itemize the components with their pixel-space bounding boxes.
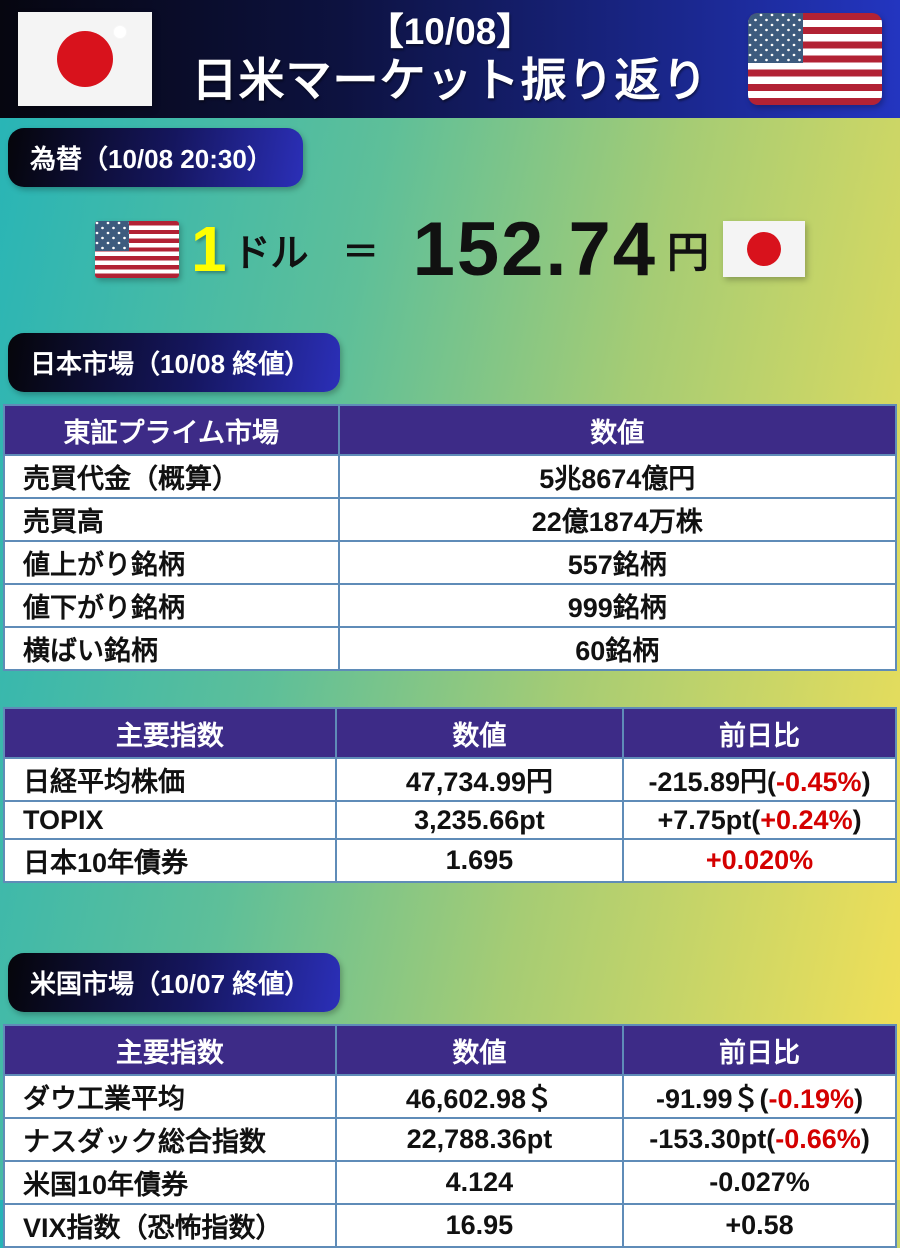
change-prefix: -215.89円( xyxy=(648,767,777,797)
fx-unit-from: ドル xyxy=(232,232,309,275)
japan-flag-sun xyxy=(57,31,113,87)
row-label: VIX指数（恐怖指数） xyxy=(3,1203,337,1248)
table-row: 値上がり銘柄 557銘柄 xyxy=(3,540,897,585)
row-change: +0.58 xyxy=(622,1203,897,1248)
japan-flag-icon xyxy=(723,221,806,277)
change-suffix: ) xyxy=(854,1084,864,1114)
row-value: 46,602.98＄ xyxy=(334,1074,625,1119)
change-suffix: ) xyxy=(860,1124,870,1154)
row-value: 557銘柄 xyxy=(337,540,897,585)
row-value: 999銘柄 xyxy=(337,583,897,628)
us-flag-canton xyxy=(94,220,130,252)
japan-flag-sun xyxy=(747,232,782,266)
fx-rate-value: 152.74 xyxy=(412,206,658,292)
row-change: +7.75pt(+0.24%) xyxy=(622,800,897,840)
table-row: 日本10年債券 1.695 +0.020% xyxy=(3,838,897,883)
fx-equals-sign: ＝ xyxy=(342,231,379,272)
row-value: 16.95 xyxy=(334,1203,625,1248)
row-change: -153.30pt(-0.66%) xyxy=(622,1117,897,1162)
fx-section-label: 為替（10/08 20:30） xyxy=(8,128,303,187)
japan-market-label: 日本市場（10/08 終値） xyxy=(8,333,341,392)
change-percent: -0.66% xyxy=(775,1124,861,1154)
col-header-index: 主要指数 xyxy=(3,707,337,759)
table-header-row: 東証プライム市場 数値 xyxy=(3,404,897,456)
row-value: 60銘柄 xyxy=(337,626,897,671)
row-label: 日本10年債券 xyxy=(3,838,337,883)
table-row: ナスダック総合指数 22,788.36pt -153.30pt(-0.66%) xyxy=(3,1117,897,1162)
row-value: 22億1874万株 xyxy=(337,497,897,542)
us-index-table: 主要指数 数値 前日比 ダウ工業平均 46,602.98＄ -91.99＄(-0… xyxy=(3,1024,897,1248)
row-change: -215.89円(-0.45%) xyxy=(622,757,897,802)
table-row: 日経平均株価 47,734.99円 -215.89円(-0.45%) xyxy=(3,757,897,802)
table-row: 横ばい銘柄 60銘柄 xyxy=(3,626,897,671)
table-row: 売買代金（概算） 5兆8674億円 xyxy=(3,454,897,499)
us-flag-canton xyxy=(748,13,803,63)
flag-glint-dot xyxy=(114,26,126,38)
table-header-row: 主要指数 数値 前日比 xyxy=(3,1024,897,1076)
us-market-label: 米国市場（10/07 終値） xyxy=(8,953,341,1012)
japan-index-table: 主要指数 数値 前日比 日経平均株価 47,734.99円 -215.89円(-… xyxy=(3,707,897,883)
japan-flag-icon xyxy=(18,12,152,106)
row-value: 47,734.99円 xyxy=(334,757,625,802)
change-percent: +0.020% xyxy=(705,845,814,875)
col-header-market: 東証プライム市場 xyxy=(3,404,340,456)
row-label: TOPIX xyxy=(3,800,337,840)
row-change: -91.99＄(-0.19%) xyxy=(622,1074,897,1119)
us-flag-icon xyxy=(94,220,179,278)
change-prefix: +0.58 xyxy=(725,1210,794,1240)
fx-section: 為替（10/08 20:30） 1 ドル ＝ 152.74 円 xyxy=(0,118,900,295)
title-date: 【10/08】 xyxy=(366,11,534,53)
row-label: 日経平均株価 xyxy=(3,757,337,802)
col-header-value: 数値 xyxy=(337,404,897,456)
row-change: +0.020% xyxy=(622,838,897,883)
fx-rate-row: 1 ドル ＝ 152.74 円 xyxy=(0,203,900,295)
row-value: 3,235.66pt xyxy=(334,800,625,840)
row-label: 値上がり銘柄 xyxy=(3,540,340,585)
change-prefix: -91.99＄( xyxy=(655,1084,769,1114)
change-percent: +0.24% xyxy=(760,804,853,835)
row-label: 売買代金（概算） xyxy=(3,454,340,499)
change-suffix: ) xyxy=(852,804,862,835)
table-row: 値下がり銘柄 999銘柄 xyxy=(3,583,897,628)
change-percent: -0.45% xyxy=(776,767,862,797)
fx-unit-to: 円 xyxy=(667,228,710,276)
row-value: 22,788.36pt xyxy=(334,1117,625,1162)
row-value: 4.124 xyxy=(334,1160,625,1205)
row-label: 売買高 xyxy=(3,497,340,542)
fx-amount: 1 xyxy=(190,213,227,285)
change-prefix: +7.75pt( xyxy=(657,804,761,835)
change-suffix: ) xyxy=(861,767,871,797)
change-percent: -0.19% xyxy=(768,1084,855,1114)
us-flag-icon xyxy=(748,13,882,105)
col-header-index: 主要指数 xyxy=(3,1024,337,1076)
row-change: -0.027% xyxy=(622,1160,897,1205)
row-value: 1.695 xyxy=(334,838,625,883)
table-row: ダウ工業平均 46,602.98＄ -91.99＄(-0.19%) xyxy=(3,1074,897,1119)
title-text: 日米マーケット振り返り xyxy=(191,53,709,106)
table-row: TOPIX 3,235.66pt +7.75pt(+0.24%) xyxy=(3,800,897,840)
row-label: ナスダック総合指数 xyxy=(3,1117,337,1162)
col-header-change: 前日比 xyxy=(622,1024,897,1076)
col-header-value: 数値 xyxy=(334,707,625,759)
japan-market-section: 日本市場（10/08 終値） 東証プライム市場 数値 売買代金（概算） 5兆86… xyxy=(0,295,900,883)
table-row: 売買高 22億1874万株 xyxy=(3,497,897,542)
row-label: 横ばい銘柄 xyxy=(3,626,340,671)
table-row: 米国10年債券 4.124 -0.027% xyxy=(3,1160,897,1205)
change-prefix: -0.027% xyxy=(709,1167,810,1197)
page-title: 【10/08】 日米マーケット振り返り xyxy=(152,11,748,106)
row-label: ダウ工業平均 xyxy=(3,1074,337,1119)
row-label: 米国10年債券 xyxy=(3,1160,337,1205)
header-bar: 【10/08】 日米マーケット振り返り xyxy=(0,0,900,118)
us-market-section: 米国市場（10/07 終値） 主要指数 数値 前日比 ダウ工業平均 46,602… xyxy=(0,883,900,1248)
col-header-value: 数値 xyxy=(334,1024,625,1076)
col-header-change: 前日比 xyxy=(622,707,897,759)
table-header-row: 主要指数 数値 前日比 xyxy=(3,707,897,759)
table-row: VIX指数（恐怖指数） 16.95 +0.58 xyxy=(3,1203,897,1248)
row-value: 5兆8674億円 xyxy=(337,454,897,499)
tse-prime-table: 東証プライム市場 数値 売買代金（概算） 5兆8674億円 売買高 22億187… xyxy=(3,404,897,671)
row-label: 値下がり銘柄 xyxy=(3,583,340,628)
change-prefix: -153.30pt( xyxy=(649,1124,776,1154)
